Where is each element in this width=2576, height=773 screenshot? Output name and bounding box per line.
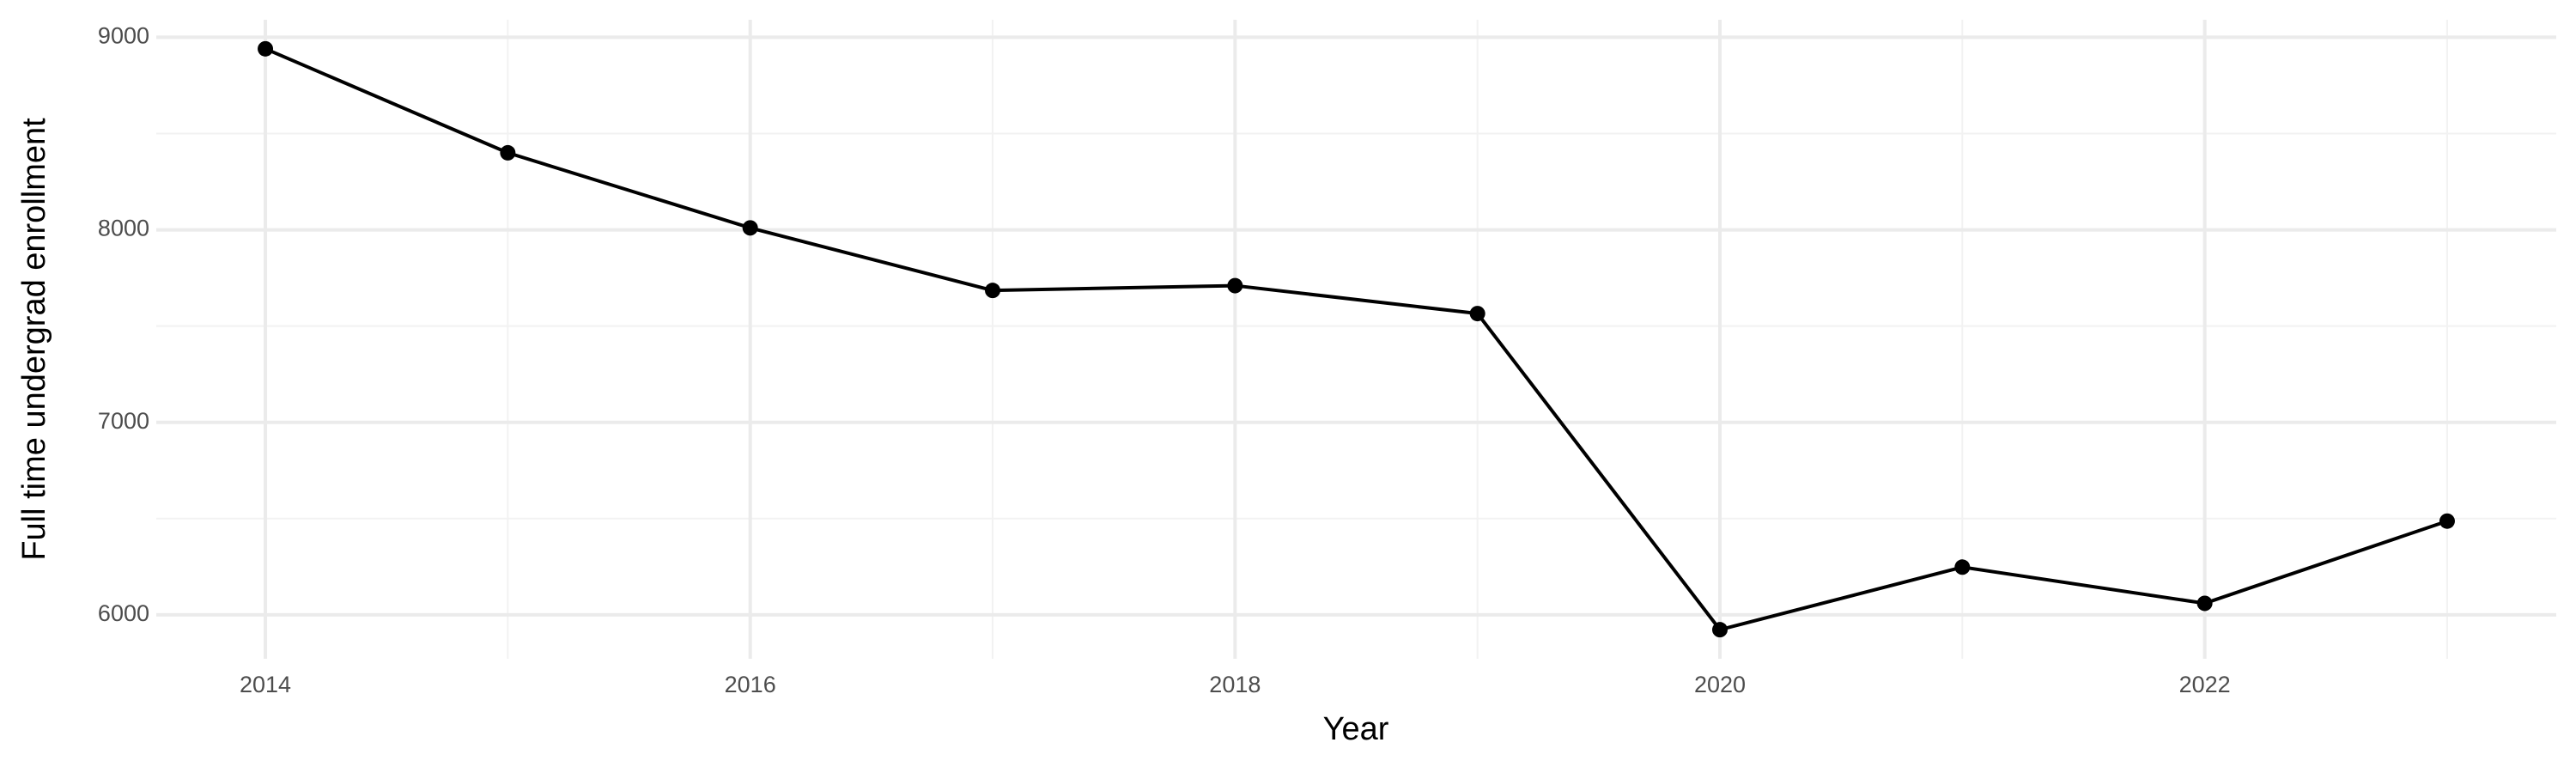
point xyxy=(500,144,516,161)
line xyxy=(264,47,2448,632)
point xyxy=(985,283,1001,299)
y-tick-label: 7000 xyxy=(98,408,149,434)
point xyxy=(1954,559,1971,575)
x-tick-label: 2020 xyxy=(1694,672,1746,697)
point xyxy=(2196,595,2213,612)
x-axis-title: Year xyxy=(1323,711,1389,747)
y-axis-title: Full time undergrad enrollment xyxy=(16,118,52,561)
point xyxy=(1227,277,1243,294)
point xyxy=(258,40,274,57)
x-tick-label: 2022 xyxy=(2179,672,2231,697)
point xyxy=(1469,306,1485,322)
y-tick-label: 8000 xyxy=(98,216,149,241)
y-tick-label: 6000 xyxy=(98,600,149,626)
point xyxy=(1711,622,1728,638)
x-tick-label: 2014 xyxy=(240,672,291,697)
x-tick-label: 2018 xyxy=(1209,672,1261,697)
x-tick-label: 2016 xyxy=(725,672,776,697)
point xyxy=(742,220,758,236)
point xyxy=(2439,513,2455,529)
y-tick-label: 9000 xyxy=(98,23,149,49)
